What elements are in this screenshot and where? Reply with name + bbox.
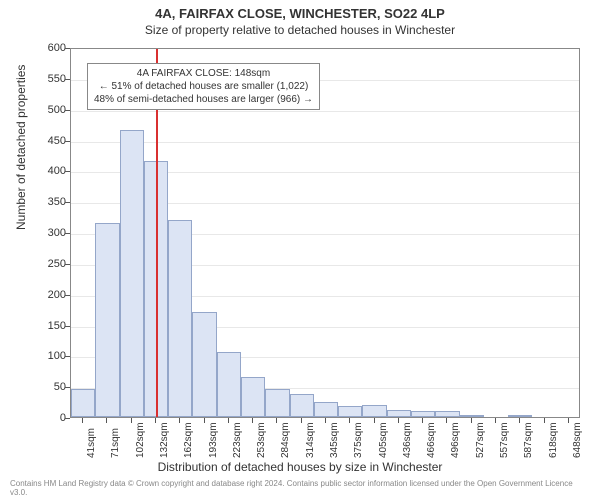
histogram-bar bbox=[290, 394, 314, 417]
ytick-label: 200 bbox=[36, 289, 66, 301]
histogram-bar bbox=[314, 402, 338, 417]
xtick-mark bbox=[446, 418, 447, 423]
ytick-mark bbox=[65, 295, 70, 296]
ytick-label: 450 bbox=[36, 135, 66, 147]
ytick-mark bbox=[65, 202, 70, 203]
xtick-label: 193sqm bbox=[208, 422, 219, 458]
xtick-mark bbox=[131, 418, 132, 423]
ytick-label: 400 bbox=[36, 165, 66, 177]
annotation-line2: ← 51% of detached houses are smaller (1,… bbox=[94, 80, 313, 93]
xtick-mark bbox=[276, 418, 277, 423]
xtick-label: 284sqm bbox=[280, 422, 291, 458]
ytick-label: 100 bbox=[36, 350, 66, 362]
histogram-bar bbox=[362, 405, 386, 417]
xtick-label: 648sqm bbox=[572, 422, 583, 458]
xtick-mark bbox=[349, 418, 350, 423]
xtick-mark bbox=[179, 418, 180, 423]
ytick-mark bbox=[65, 48, 70, 49]
xtick-label: 132sqm bbox=[159, 422, 170, 458]
ytick-label: 50 bbox=[36, 381, 66, 393]
ytick-label: 500 bbox=[36, 104, 66, 116]
xtick-label: 527sqm bbox=[475, 422, 486, 458]
attribution-text: Contains HM Land Registry data © Crown c… bbox=[10, 480, 590, 498]
gridline bbox=[71, 111, 579, 112]
histogram-bar bbox=[168, 220, 192, 417]
xtick-label: 375sqm bbox=[353, 422, 364, 458]
ytick-mark bbox=[65, 387, 70, 388]
ytick-mark bbox=[65, 264, 70, 265]
ytick-label: 0 bbox=[36, 412, 66, 424]
xtick-label: 345sqm bbox=[329, 422, 340, 458]
ytick-mark bbox=[65, 171, 70, 172]
ytick-label: 600 bbox=[36, 42, 66, 54]
chart-title: 4A, FAIRFAX CLOSE, WINCHESTER, SO22 4LP bbox=[0, 0, 600, 21]
y-axis-label: Number of detached properties bbox=[14, 65, 28, 230]
ytick-label: 350 bbox=[36, 196, 66, 208]
histogram-bar bbox=[217, 352, 241, 417]
ytick-mark bbox=[65, 141, 70, 142]
xtick-mark bbox=[422, 418, 423, 423]
histogram-bar bbox=[508, 415, 532, 417]
histogram-bar bbox=[387, 410, 411, 417]
annotation-line1: 4A FAIRFAX CLOSE: 148sqm bbox=[94, 67, 313, 80]
annotation-box: 4A FAIRFAX CLOSE: 148sqm← 51% of detache… bbox=[87, 63, 320, 110]
ytick-mark bbox=[65, 418, 70, 419]
ytick-label: 300 bbox=[36, 227, 66, 239]
histogram-bar bbox=[120, 130, 144, 417]
ytick-mark bbox=[65, 356, 70, 357]
xtick-mark bbox=[398, 418, 399, 423]
histogram-bar bbox=[460, 415, 484, 417]
ytick-mark bbox=[65, 79, 70, 80]
xtick-label: 253sqm bbox=[256, 422, 267, 458]
histogram-bar bbox=[338, 406, 362, 417]
xtick-label: 405sqm bbox=[378, 422, 389, 458]
histogram-bar bbox=[71, 389, 95, 417]
histogram-bar bbox=[435, 411, 459, 417]
gridline bbox=[71, 142, 579, 143]
x-axis-label: Distribution of detached houses by size … bbox=[0, 460, 600, 474]
xtick-mark bbox=[106, 418, 107, 423]
xtick-label: 496sqm bbox=[450, 422, 461, 458]
xtick-label: 162sqm bbox=[183, 422, 194, 458]
chart-subtitle: Size of property relative to detached ho… bbox=[0, 21, 600, 37]
chart-plot-area: 4A FAIRFAX CLOSE: 148sqm← 51% of detache… bbox=[70, 48, 580, 418]
xtick-mark bbox=[495, 418, 496, 423]
xtick-label: 314sqm bbox=[305, 422, 316, 458]
histogram-bar bbox=[95, 223, 119, 417]
histogram-bar bbox=[192, 312, 216, 417]
ytick-mark bbox=[65, 233, 70, 234]
ytick-label: 550 bbox=[36, 73, 66, 85]
xtick-mark bbox=[519, 418, 520, 423]
xtick-label: 557sqm bbox=[499, 422, 510, 458]
ytick-mark bbox=[65, 110, 70, 111]
xtick-label: 618sqm bbox=[548, 422, 559, 458]
xtick-label: 223sqm bbox=[232, 422, 243, 458]
xtick-mark bbox=[228, 418, 229, 423]
histogram-bar bbox=[411, 411, 435, 417]
xtick-mark bbox=[82, 418, 83, 423]
xtick-mark bbox=[301, 418, 302, 423]
ytick-label: 150 bbox=[36, 320, 66, 332]
xtick-mark bbox=[471, 418, 472, 423]
xtick-mark bbox=[325, 418, 326, 423]
xtick-label: 436sqm bbox=[402, 422, 413, 458]
xtick-mark bbox=[374, 418, 375, 423]
xtick-mark bbox=[544, 418, 545, 423]
histogram-bar bbox=[265, 389, 289, 417]
xtick-label: 102sqm bbox=[135, 422, 146, 458]
xtick-label: 41sqm bbox=[86, 428, 97, 458]
xtick-mark bbox=[252, 418, 253, 423]
xtick-mark bbox=[568, 418, 569, 423]
xtick-mark bbox=[155, 418, 156, 423]
xtick-mark bbox=[204, 418, 205, 423]
ytick-mark bbox=[65, 326, 70, 327]
xtick-label: 71sqm bbox=[110, 428, 121, 458]
ytick-label: 250 bbox=[36, 258, 66, 270]
xtick-label: 466sqm bbox=[426, 422, 437, 458]
histogram-bar bbox=[241, 377, 265, 417]
xtick-label: 587sqm bbox=[523, 422, 534, 458]
annotation-line3: 48% of semi-detached houses are larger (… bbox=[94, 93, 313, 106]
